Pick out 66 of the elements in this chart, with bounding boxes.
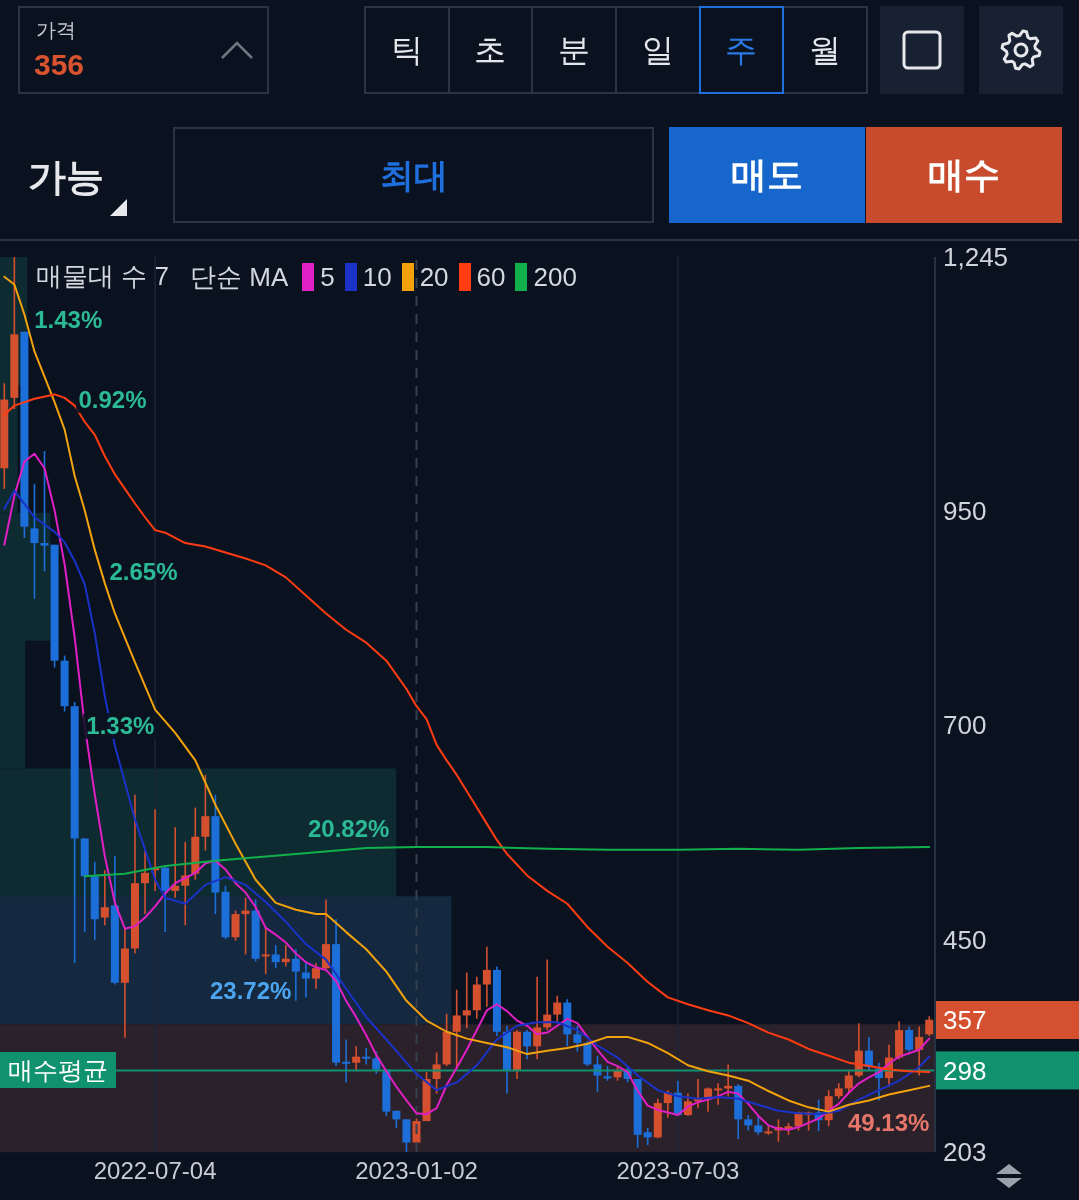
ref-line-label: 매수평균 — [8, 1055, 108, 1084]
y-tick-label: 203 — [943, 1137, 987, 1168]
legend-label: 20 — [419, 262, 449, 292]
text: 가능 — [28, 156, 104, 198]
tab-button: 분 — [531, 6, 617, 94]
candlestick — [553, 994, 562, 1024]
y-tick-label: 450 — [943, 925, 987, 956]
y-tick-label: 950 — [943, 495, 987, 526]
candlestick — [201, 774, 210, 852]
tag: 매수평균 — [0, 1052, 116, 1089]
candlestick — [925, 1015, 934, 1037]
data-label: 1.33% — [83, 711, 158, 739]
chart-title: 매물대 수 7 — [36, 261, 169, 291]
sell-button: 매도 — [669, 127, 865, 223]
candlestick — [402, 1118, 411, 1152]
candlestick — [100, 869, 109, 927]
legend-label: 200 — [533, 262, 577, 292]
candlestick — [231, 909, 240, 942]
x-tick-label: 2023-01-02 — [355, 1157, 478, 1185]
candlestick — [271, 944, 280, 969]
tab-button: 틱 — [364, 6, 450, 94]
y-tick-label: 298 — [943, 1055, 987, 1086]
candlestick — [291, 948, 300, 1002]
candlestick — [905, 1025, 914, 1053]
input-field: 최대 — [173, 127, 654, 223]
candlestick — [261, 926, 270, 975]
candlestick — [452, 988, 461, 1070]
legend-title: 단순 MA — [190, 262, 289, 292]
tab-button: 월 — [782, 6, 868, 94]
candlestick — [844, 1069, 853, 1095]
data-label: 2.65% — [108, 557, 179, 585]
candlestick — [573, 1024, 582, 1053]
tab-button: 주 — [698, 6, 785, 94]
candlestick — [301, 960, 310, 999]
annotation: 357 — [943, 1004, 987, 1035]
legend-label: 5 — [320, 262, 335, 292]
candlestick — [161, 866, 170, 933]
legend-label: 10 — [362, 262, 392, 292]
x-tick-label: 2023-07-03 — [616, 1157, 740, 1185]
data-label: 49.13% — [847, 1109, 931, 1137]
candlestick — [754, 1114, 763, 1136]
candlestick — [523, 1029, 532, 1061]
y-tick-label: 1,245 — [943, 242, 1009, 273]
candlestick — [141, 849, 150, 915]
tab-button: 일 — [615, 6, 701, 94]
legend-label: 60 — [476, 262, 506, 292]
candlestick — [714, 1082, 723, 1106]
data-label: 1.43% — [33, 306, 104, 333]
candlestick — [462, 971, 471, 1030]
tab-button: 초 — [447, 6, 534, 94]
candlestick — [311, 962, 320, 990]
candlestick — [342, 1038, 351, 1084]
data-label: 0.92% — [75, 385, 150, 413]
candlestick — [583, 1040, 592, 1067]
candlestick — [171, 826, 180, 899]
y-tick-label: 700 — [943, 710, 987, 741]
data-label: 23.72% — [209, 977, 293, 1005]
price-tag: 357 — [936, 1000, 1079, 1039]
candlestick — [482, 945, 491, 1008]
data-label: 20.82% — [307, 815, 391, 843]
buy-button: 매수 — [866, 127, 1062, 223]
candlestick — [30, 482, 39, 600]
price-field: 가격 356 — [18, 6, 269, 94]
x-tick-label: 2022-07-04 — [93, 1157, 217, 1185]
candlestick — [362, 1047, 371, 1066]
candlestick — [40, 450, 49, 573]
